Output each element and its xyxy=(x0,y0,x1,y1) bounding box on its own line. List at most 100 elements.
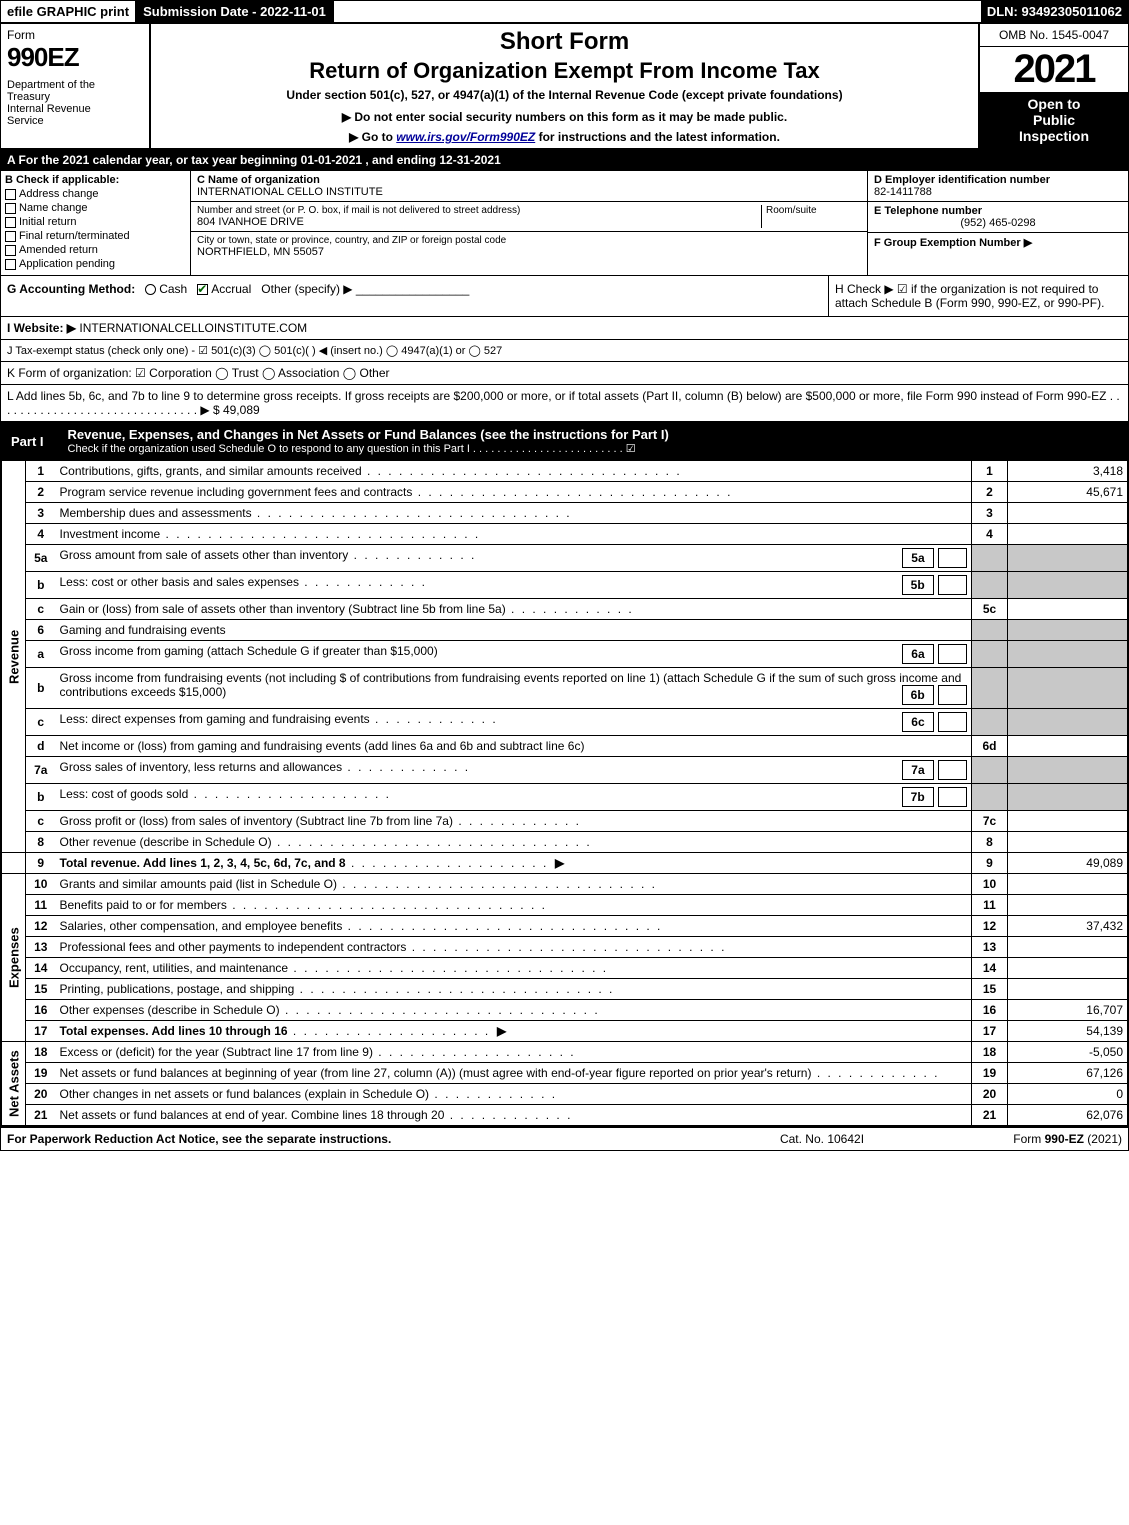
expenses-side-label: Expenses xyxy=(2,874,26,1042)
line-7c-desc: Gross profit or (loss) from sales of inv… xyxy=(56,811,972,832)
line-12-val: 37,432 xyxy=(1008,916,1128,937)
box-C: C Name of organization INTERNATIONAL CEL… xyxy=(191,171,868,275)
part-1-tag: Part I xyxy=(1,430,62,453)
line-5a-desc: Gross amount from sale of assets other t… xyxy=(60,548,477,562)
part-1-sub: Check if the organization used Schedule … xyxy=(68,442,1122,455)
line-1-desc: Contributions, gifts, grants, and simila… xyxy=(56,461,972,482)
chk-app-pending[interactable]: Application pending xyxy=(5,258,186,270)
ein-value: 82-1411788 xyxy=(874,186,1122,198)
accounting-label: G Accounting Method: xyxy=(7,282,135,296)
line-6c-desc: Less: direct expenses from gaming and fu… xyxy=(60,712,498,726)
org-name: INTERNATIONAL CELLO INSTITUTE xyxy=(197,186,861,198)
room-label: Room/suite xyxy=(766,205,861,216)
inspection-badge: Open toPublicInspection xyxy=(980,92,1128,148)
city-value: NORTHFIELD, MN 55057 xyxy=(197,246,861,258)
footer: For Paperwork Reduction Act Notice, see … xyxy=(1,1126,1128,1150)
box-B-header: B Check if applicable: xyxy=(5,174,186,186)
footer-left: For Paperwork Reduction Act Notice, see … xyxy=(7,1132,722,1146)
line-17-val: 54,139 xyxy=(1008,1021,1128,1042)
line-4-desc: Investment income xyxy=(56,524,972,545)
form-990ez-page: efile GRAPHIC print Submission Date - 20… xyxy=(0,0,1129,1151)
line-15-val xyxy=(1008,979,1128,1000)
radio-cash[interactable] xyxy=(145,284,156,295)
line-11-val xyxy=(1008,895,1128,916)
omb-number: OMB No. 1545-0047 xyxy=(980,24,1128,47)
row-H: H Check ▶ ☑ if the organization is not r… xyxy=(828,276,1128,316)
line-6d-val xyxy=(1008,736,1128,757)
line-9-val: 49,089 xyxy=(1008,853,1128,874)
form-code: 990EZ xyxy=(7,42,143,73)
department-label: Department of theTreasuryInternal Revenu… xyxy=(7,79,143,127)
line-13-val xyxy=(1008,937,1128,958)
line-2-val: 45,671 xyxy=(1008,482,1128,503)
line-19-val: 67,126 xyxy=(1008,1063,1128,1084)
line-17-desc: Total expenses. Add lines 10 through 16 xyxy=(60,1024,288,1038)
row-K: K Form of organization: ☑ Corporation ◯ … xyxy=(1,362,1128,385)
ssn-note: ▶ Do not enter social security numbers o… xyxy=(161,110,968,124)
header-right: OMB No. 1545-0047 2021 Open toPublicInsp… xyxy=(978,24,1128,148)
dln-label: DLN: 93492305011062 xyxy=(981,1,1128,22)
chk-accrual[interactable] xyxy=(197,284,208,295)
chk-name-change[interactable]: Name change xyxy=(5,202,186,214)
line-6b-desc: Gross income from fundraising events (no… xyxy=(60,671,962,699)
line-7b-desc: Less: cost of goods sold xyxy=(60,787,391,801)
line-14-val xyxy=(1008,958,1128,979)
header-center: Short Form Return of Organization Exempt… xyxy=(151,24,978,148)
chk-amended-return[interactable]: Amended return xyxy=(5,244,186,256)
chk-initial-return[interactable]: Initial return xyxy=(5,216,186,228)
line-5c-val xyxy=(1008,599,1128,620)
street-value: 804 IVANHOE DRIVE xyxy=(197,216,761,228)
phone-label: E Telephone number xyxy=(874,205,1122,217)
line-20-val: 0 xyxy=(1008,1084,1128,1105)
chk-address-change[interactable]: Address change xyxy=(5,188,186,200)
line-14-desc: Occupancy, rent, utilities, and maintena… xyxy=(56,958,972,979)
line-16-val: 16,707 xyxy=(1008,1000,1128,1021)
line-19-desc: Net assets or fund balances at beginning… xyxy=(56,1063,972,1084)
line-6a-desc: Gross income from gaming (attach Schedul… xyxy=(60,644,438,658)
box-DEF: D Employer identification number 82-1411… xyxy=(868,171,1128,275)
efile-label: efile GRAPHIC print xyxy=(1,1,137,22)
line-8-val xyxy=(1008,832,1128,853)
line-11-desc: Benefits paid to or for members xyxy=(56,895,972,916)
footer-right: Form 990-EZ (2021) xyxy=(922,1132,1122,1146)
part-1-title: Revenue, Expenses, and Changes in Net As… xyxy=(68,427,1122,442)
line-18-val: -5,050 xyxy=(1008,1042,1128,1063)
line-10-desc: Grants and similar amounts paid (list in… xyxy=(56,874,972,895)
line-20-desc: Other changes in net assets or fund bala… xyxy=(56,1084,972,1105)
form-header: Form 990EZ Department of theTreasuryInte… xyxy=(1,24,1128,150)
short-form-title: Short Form xyxy=(161,28,968,56)
chk-final-return[interactable]: Final return/terminated xyxy=(5,230,186,242)
row-L: L Add lines 5b, 6c, and 7b to line 9 to … xyxy=(1,385,1128,423)
line-13-desc: Professional fees and other payments to … xyxy=(56,937,972,958)
line-7c-val xyxy=(1008,811,1128,832)
irs-link[interactable]: www.irs.gov/Form990EZ xyxy=(396,130,535,144)
city-label: City or town, state or province, country… xyxy=(197,235,861,246)
box-B: B Check if applicable: Address change Na… xyxy=(1,171,191,275)
line-2-desc: Program service revenue including govern… xyxy=(56,482,972,503)
header-left: Form 990EZ Department of theTreasuryInte… xyxy=(1,24,151,148)
org-name-label: C Name of organization xyxy=(197,174,861,186)
line-21-desc: Net assets or fund balances at end of ye… xyxy=(56,1105,972,1126)
street-label: Number and street (or P. O. box, if mail… xyxy=(197,205,761,216)
gross-receipts-value: $ 49,089 xyxy=(213,403,260,417)
website-value: INTERNATIONALCELLOINSTITUTE.COM xyxy=(79,321,307,335)
row-J: J Tax-exempt status (check only one) - ☑… xyxy=(1,340,1128,362)
line-8-desc: Other revenue (describe in Schedule O) xyxy=(56,832,972,853)
row-I: I Website: ▶ INTERNATIONALCELLOINSTITUTE… xyxy=(1,317,1128,340)
top-bar: efile GRAPHIC print Submission Date - 20… xyxy=(1,1,1128,24)
line-5b-desc: Less: cost or other basis and sales expe… xyxy=(60,575,427,589)
line-3-val xyxy=(1008,503,1128,524)
line-16-desc: Other expenses (describe in Schedule O) xyxy=(56,1000,972,1021)
tax-year: 2021 xyxy=(980,47,1128,92)
line-10-val xyxy=(1008,874,1128,895)
form-word: Form xyxy=(7,28,143,42)
line-6-desc: Gaming and fundraising events xyxy=(56,620,972,641)
line-7a-desc: Gross sales of inventory, less returns a… xyxy=(60,760,471,774)
boxes-BCDEF: B Check if applicable: Address change Na… xyxy=(1,171,1128,276)
line-12-desc: Salaries, other compensation, and employ… xyxy=(56,916,972,937)
ein-label: D Employer identification number xyxy=(874,174,1122,186)
group-exemption-label: F Group Exemption Number ▶ xyxy=(874,236,1122,249)
netassets-side-label: Net Assets xyxy=(2,1042,26,1126)
line-18-desc: Excess or (deficit) for the year (Subtra… xyxy=(56,1042,972,1063)
row-GH: G Accounting Method: Cash Accrual Other … xyxy=(1,276,1128,317)
